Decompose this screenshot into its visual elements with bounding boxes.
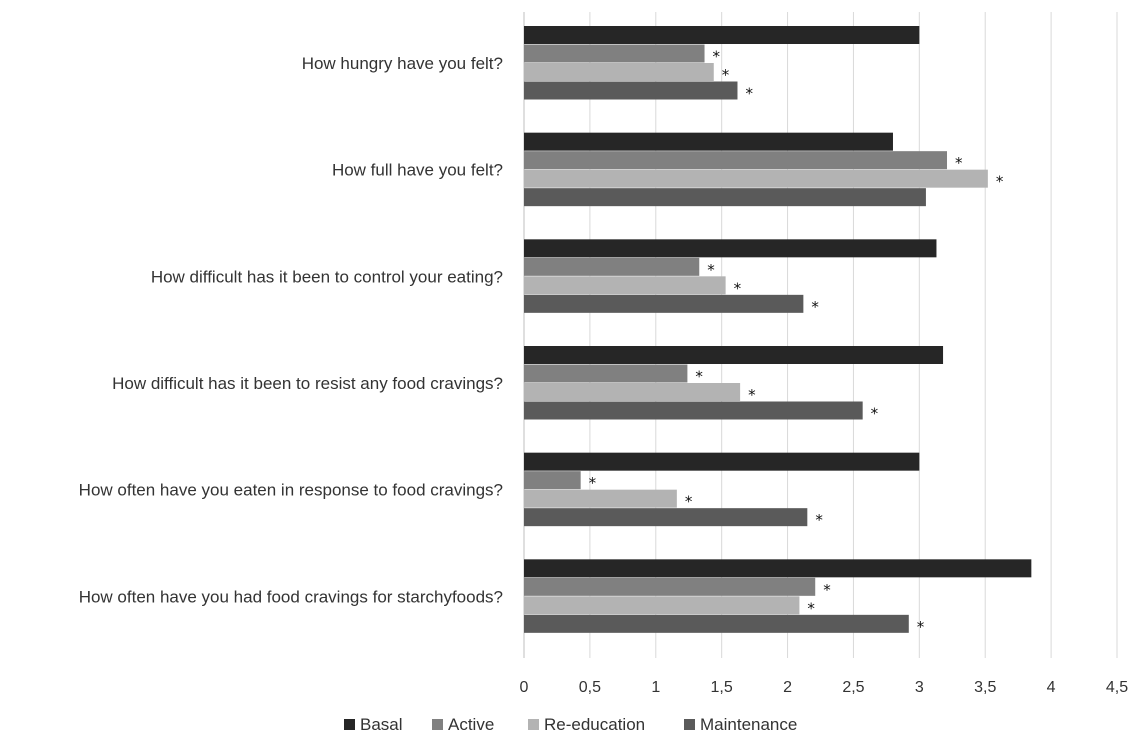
x-tick-label: 3,5: [974, 679, 996, 696]
category-labels: How hungry have you felt? How full have y…: [79, 54, 503, 606]
significance-star: *: [807, 599, 815, 617]
x-tick-label: 4,5: [1106, 679, 1128, 696]
significance-star: *: [748, 386, 756, 404]
significance-star: *: [695, 368, 703, 386]
significance-star: *: [589, 474, 597, 492]
x-tick-label: 1,5: [711, 679, 733, 696]
significance-star: *: [917, 618, 925, 636]
bar-basal-0: [524, 26, 920, 44]
x-tick-label: 0: [520, 679, 529, 696]
significance-star: *: [823, 581, 831, 599]
x-tick-label: 2: [783, 679, 792, 696]
category-label-2: How difficult has it been to control you…: [151, 267, 503, 286]
bar-active-0: [524, 44, 705, 63]
category-label-5: How often have you had food cravings for…: [79, 587, 503, 606]
bar-maintenance-1: [524, 188, 926, 207]
grid-lines: [523, 12, 1118, 658]
bar-active-1: [524, 151, 948, 170]
category-label-0: How hungry have you felt?: [302, 54, 503, 73]
legend-label-0: Basal: [360, 715, 403, 734]
significance-star: *: [811, 298, 819, 316]
x-tick-label: 2,5: [842, 679, 864, 696]
category-label-1: How full have you felt?: [332, 161, 503, 180]
category-label-4: How often have you eaten in response to …: [79, 481, 503, 500]
bar-basal-4: [524, 452, 920, 471]
bar-re-education-4: [524, 489, 677, 508]
significance-markers: *****************: [589, 48, 1004, 636]
x-axis-ticks: 0 0,5 1 1,5 2 2,5 3 3,5 4 4,5: [520, 679, 1129, 696]
bar-basal-1: [524, 132, 893, 151]
legend-label-2: Re-education: [544, 715, 645, 734]
significance-star: *: [815, 511, 823, 529]
bar-re-education-2: [524, 276, 726, 295]
significance-star: *: [871, 405, 879, 423]
significance-star: *: [685, 493, 693, 511]
bars: [524, 26, 1032, 633]
significance-star: *: [996, 173, 1004, 191]
category-label-3: How difficult has it been to resist any …: [112, 374, 503, 393]
bar-maintenance-5: [524, 614, 909, 633]
bar-active-4: [524, 471, 581, 490]
bar-re-education-5: [524, 596, 800, 615]
x-tick-label: 0,5: [579, 679, 601, 696]
bar-re-education-1: [524, 169, 988, 188]
significance-star: *: [734, 279, 742, 297]
bar-active-3: [524, 364, 688, 383]
legend-swatch-2: [528, 719, 539, 730]
bar-maintenance-4: [524, 508, 808, 527]
bar-basal-2: [524, 239, 937, 258]
bar-basal-3: [524, 346, 944, 364]
bar-re-education-0: [524, 63, 714, 81]
bar-maintenance-0: [524, 81, 738, 100]
legend-label-1: Active: [448, 715, 494, 734]
bar-maintenance-2: [524, 294, 804, 313]
legend-label-3: Maintenance: [700, 715, 797, 734]
legend: Basal Active Re-education Maintenance: [344, 715, 797, 734]
legend-swatch-0: [344, 719, 355, 730]
significance-star: *: [745, 85, 753, 103]
bar-active-5: [524, 577, 816, 596]
bar-re-education-3: [524, 383, 741, 401]
significance-star: *: [707, 261, 715, 279]
x-tick-label: 1: [651, 679, 660, 696]
legend-swatch-3: [684, 719, 695, 730]
x-tick-label: 3: [915, 679, 924, 696]
legend-swatch-1: [432, 719, 443, 730]
bar-active-2: [524, 257, 700, 276]
significance-star: *: [955, 154, 963, 172]
significance-star: *: [713, 48, 721, 66]
bar-maintenance-3: [524, 401, 863, 420]
significance-star: *: [722, 66, 730, 84]
x-tick-label: 4: [1047, 679, 1056, 696]
bar-basal-5: [524, 559, 1032, 578]
